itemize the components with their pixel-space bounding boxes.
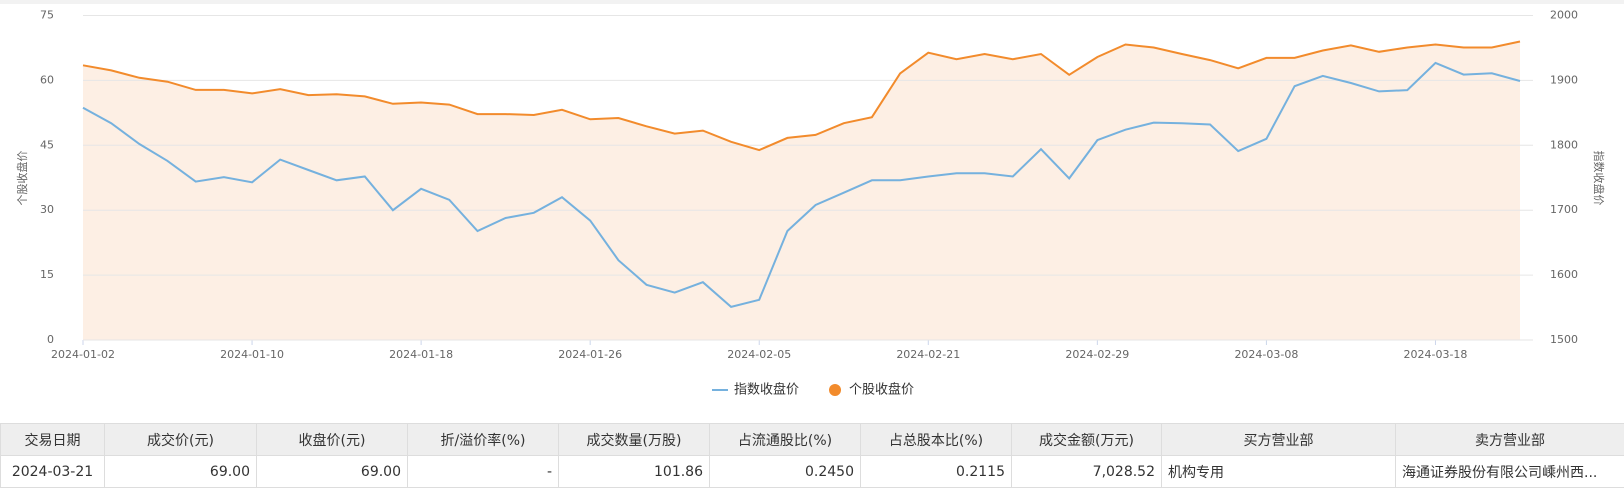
- top-bar: [0, 0, 1624, 4]
- legend-label[interactable]: 个股收盘价: [849, 382, 914, 398]
- table-cell: 69.00: [104, 455, 257, 488]
- y2-tick-label: 1500: [1550, 333, 1578, 346]
- table-cell: -: [407, 455, 559, 488]
- y-tick-label: 75: [40, 9, 54, 22]
- x-tick-label: 2024-03-18: [1404, 348, 1468, 361]
- column-header: 成交价(元): [104, 423, 257, 456]
- table-cell: 0.2450: [709, 455, 861, 488]
- y2-tick-label: 2000: [1550, 9, 1578, 22]
- y-tick-label: 15: [40, 268, 54, 281]
- table-cell: 0.2115: [860, 455, 1012, 488]
- line: [82, 40, 1521, 152]
- table-cell: 7,028.52: [1011, 455, 1162, 488]
- legend-label[interactable]: 指数收盘价: [734, 382, 799, 398]
- column-header: 成交数量(万股): [558, 423, 710, 456]
- x-tick-label: 2024-03-08: [1234, 348, 1298, 361]
- column-header: 卖方营业部: [1395, 423, 1624, 456]
- column-header: 买方营业部: [1161, 423, 1396, 456]
- table-row: 2024-03-21 69.00 69.00-101.86 0.2450 0.2115 7…: [0, 455, 1624, 488]
- grid: [83, 15, 1533, 341]
- y-tick-label: 30: [40, 203, 54, 216]
- x-tick-label: 2024-02-29: [1065, 348, 1129, 361]
- x-tick-label: 2024-02-05: [727, 348, 791, 361]
- data-table: 交易日期 成交价(元) 收盘价(元) 折/溢价率(%) 成交数量(万股) 占流通股比(%)…: [0, 423, 1624, 488]
- y-tick-label: 45: [40, 138, 54, 151]
- chart: 个股收盘价 指数收盘价 0 15 30 45 60 75 1500 1600 1700 1800 1…: [15, 9, 1606, 398]
- x-tick-label: 2024-01-02: [51, 348, 115, 361]
- x-tick-label: 2024-01-18: [389, 348, 453, 361]
- line: [82, 61, 1521, 308]
- y-tick-label: 0: [47, 333, 54, 346]
- column-header: 折/溢价率(%): [407, 423, 559, 456]
- column-header: 收盘价(元): [256, 423, 408, 456]
- column-header: 成交金额(万元): [1011, 423, 1162, 456]
- y2-tick-label: 1600: [1550, 268, 1578, 281]
- legend-symbol: [829, 384, 842, 396]
- y2-tick-label: 1900: [1550, 73, 1578, 86]
- y-axis-title: 个股收盘价: [15, 151, 29, 206]
- y2-axis-title: 指数收盘价: [1592, 151, 1606, 206]
- area: [83, 41, 1520, 340]
- y2-tick-label: 1700: [1550, 203, 1578, 216]
- table-cell: 机构专用: [1161, 455, 1396, 488]
- column-header: 交易日期: [0, 423, 105, 456]
- x-tick-label: 2024-02-21: [896, 348, 960, 361]
- y2-tick-label: 1800: [1550, 138, 1578, 151]
- table-cell: 海通证券股份有限公司嵊州西...: [1395, 455, 1624, 488]
- x-tick-label: 2024-01-26: [558, 348, 622, 361]
- table-cell: 2024-03-21: [0, 455, 105, 488]
- column-header: 占总股本比(%): [860, 423, 1012, 456]
- column-header: 占流通股比(%): [709, 423, 861, 456]
- table-cell: 101.86: [558, 455, 710, 488]
- y-tick-label: 60: [40, 73, 54, 86]
- table-cell: 69.00: [256, 455, 408, 488]
- x-tick-label: 2024-01-10: [220, 348, 284, 361]
